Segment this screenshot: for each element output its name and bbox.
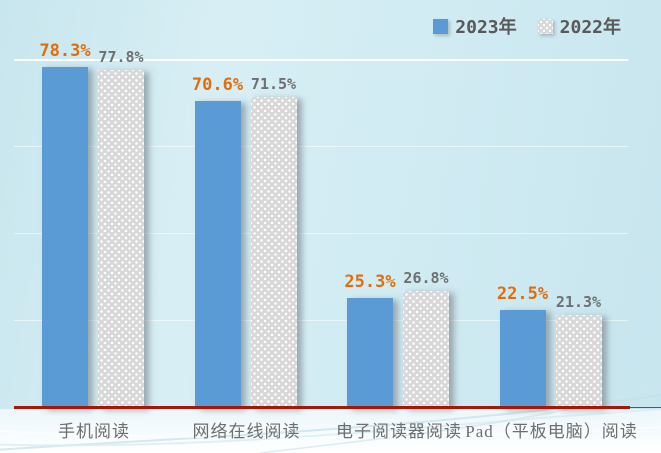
bar-2023-1 xyxy=(194,100,241,408)
bar-2023-3 xyxy=(499,310,546,408)
legend-label-2023: 2023年 xyxy=(455,17,517,38)
gridline-40-percent xyxy=(14,233,628,234)
gridline-60-percent xyxy=(14,146,628,147)
value-label-2022-0: 77.8% xyxy=(98,47,144,66)
value-label-2022-1: 71.5% xyxy=(250,74,297,93)
value-label-2022-2: 26.8% xyxy=(403,269,449,288)
value-label-2023-1: 70.6% xyxy=(191,74,244,95)
category-label-2: 电子阅读器阅读 xyxy=(336,422,462,441)
bar-2023-0 xyxy=(42,67,88,408)
value-label-2023-0: 78.3% xyxy=(39,41,91,62)
value-label-2023-2: 25.3% xyxy=(344,271,396,292)
category-label-1: 网络在线阅读 xyxy=(192,422,301,441)
bar-2022-1 xyxy=(250,96,297,408)
legend-swatch-2023-icon xyxy=(433,18,449,34)
bar-2022-3 xyxy=(555,315,602,408)
value-label-2023-3: 22.5% xyxy=(496,284,549,305)
legend-label-2022: 2022年 xyxy=(559,17,621,38)
legend-swatch-2022-icon xyxy=(537,18,553,34)
legend: 2023年 2022年 xyxy=(433,13,635,39)
value-label-2022-3: 21.3% xyxy=(555,293,602,312)
x-axis-line xyxy=(14,406,630,409)
x-axis-line-extension xyxy=(628,407,661,408)
bar-2022-2 xyxy=(403,291,449,408)
category-label-3: Pad（平板电脑）阅读 xyxy=(465,422,638,441)
gridline-20-percent xyxy=(14,320,628,321)
gridline-80-percent xyxy=(14,59,628,61)
bar-2023-2 xyxy=(347,297,393,408)
bar-2022-0 xyxy=(98,69,144,408)
category-label-0: 手机阅读 xyxy=(58,422,130,441)
